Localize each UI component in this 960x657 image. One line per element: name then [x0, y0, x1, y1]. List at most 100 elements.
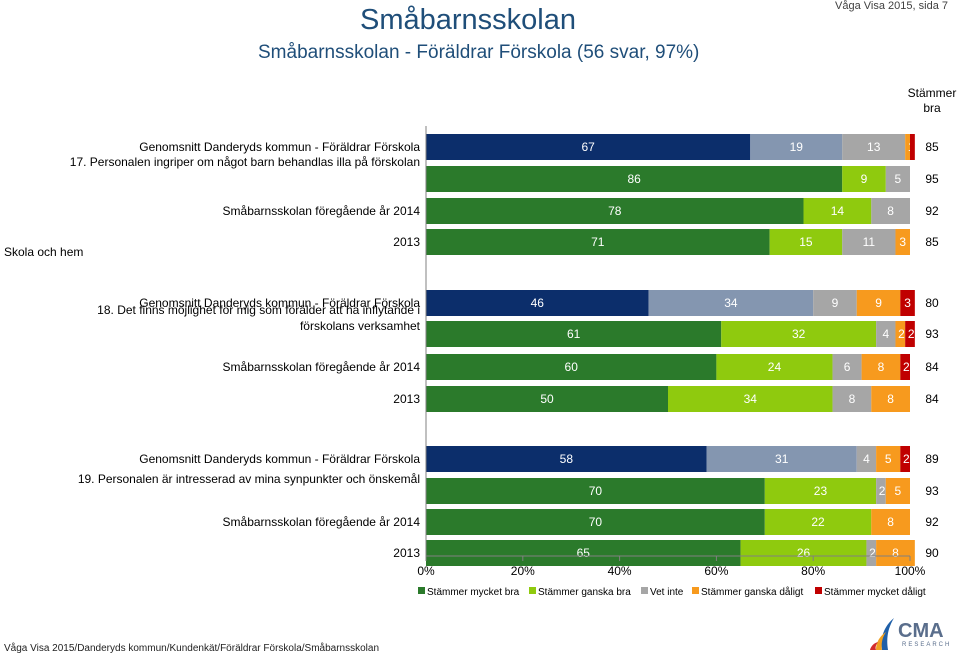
logo-name: CMA — [898, 620, 944, 642]
legend-label: Stämmer ganska dåligt — [701, 586, 803, 598]
cma-logo: CMA RESEARCH — [866, 614, 956, 654]
bar-segment-label: 8 — [892, 546, 899, 560]
bar-segment-mycket-daligt — [900, 290, 915, 316]
page-title: Småbarnsskolan — [360, 4, 576, 36]
bar-segment-label: 9 — [832, 296, 839, 310]
bar-segment-label: 34 — [724, 296, 738, 310]
bar-segment-label: 8 — [887, 392, 894, 406]
summary-value: 92 — [925, 515, 939, 529]
bar-segment-vet-inte — [871, 198, 910, 224]
legend-swatch — [529, 587, 536, 594]
question-title: 18. Det finns möjlighet för mig som förä… — [97, 303, 420, 317]
bar-segment-label: 2 — [908, 327, 915, 341]
bar-segment-label: 5 — [895, 172, 902, 186]
bar-segment-vet-inte — [842, 134, 906, 160]
bar-segment-label: 61 — [567, 327, 581, 341]
logo-icon — [870, 618, 894, 650]
bar-segment-label: 0 — [913, 515, 920, 529]
summary-value: 93 — [925, 327, 939, 341]
row-label: 2013 — [393, 392, 420, 406]
bar-segment-mycket-bra — [426, 134, 751, 160]
bar-segment-vet-inte — [832, 354, 862, 380]
bar-segment-label: 60 — [565, 360, 579, 374]
bar-segment-label: 8 — [887, 515, 894, 529]
page-reference: Våga Visa 2015, sida 7 — [835, 0, 948, 12]
bar-segment-label: 70 — [589, 484, 603, 498]
bar-segment-ganska-daligt — [895, 229, 910, 255]
summary-value: 85 — [925, 235, 939, 249]
bar-segment-mycket-bra — [426, 166, 843, 192]
x-tick-label: 100% — [895, 564, 926, 578]
bar-segment-label: 78 — [608, 204, 622, 218]
question-title: 19. Personalen är intresserad av mina sy… — [78, 472, 420, 486]
x-tick-label: 0% — [417, 564, 435, 578]
bar-segment-label: 24 — [768, 360, 782, 374]
bar-segment-label: 11 — [863, 235, 876, 249]
row-label: Småbarnsskolan föregående år 2014 — [223, 204, 421, 218]
bar-segment-label: 8 — [878, 360, 885, 374]
bar-segment-label: 4 — [882, 327, 889, 341]
bar-segment-ganska-daligt — [871, 509, 910, 535]
bar-segment-label: 86 — [627, 172, 641, 186]
bar-segment-label: 65 — [577, 546, 591, 560]
bar-segment-label: 0 — [913, 235, 920, 249]
bar-segment-label: 8 — [849, 392, 856, 406]
bar-segment-ganska-daligt — [905, 134, 910, 160]
bar-segment-label: 50 — [540, 392, 554, 406]
bar-segment-mycket-bra — [426, 509, 765, 535]
bar-segment-label: 31 — [775, 452, 789, 466]
bar-segment-mycket-bra — [426, 386, 668, 412]
row-label: Genomsnitt Danderyds kommun - Föräldrar … — [139, 296, 420, 310]
legend-label: Stämmer mycket bra — [427, 587, 520, 598]
row-label: 2013 — [393, 546, 420, 560]
question-title: 17. Personalen ingriper om något barn be… — [70, 155, 420, 169]
row-label: Genomsnitt Danderyds kommun - Föräldrar … — [139, 140, 420, 154]
page-subtitle: Småbarnsskolan - Föräldrar Förskola (56 … — [258, 42, 700, 63]
bar-segment-label: 9 — [875, 296, 882, 310]
bar-segment-label: 32 — [792, 327, 806, 341]
summary-value: 84 — [925, 360, 939, 374]
bar-segment-label: 34 — [744, 392, 758, 406]
bar-segment-label: 5 — [885, 452, 892, 466]
bar-segment-ganska-bra — [842, 166, 886, 192]
bar-segment-mycket-daligt — [900, 354, 910, 380]
x-tick-label: 40% — [608, 564, 632, 578]
bar-segment-ganska-daligt — [861, 354, 901, 380]
bar-segment-mycket-bra — [426, 478, 765, 504]
bar-segment-ganska-daligt — [876, 446, 901, 472]
bar-segment-label: 4 — [863, 452, 870, 466]
logo-subtitle: RESEARCH — [902, 642, 952, 648]
bar-segment-mycket-bra — [426, 540, 741, 566]
bar-segment-label: 2 — [898, 327, 905, 341]
bar-segment-label: 6 — [844, 360, 851, 374]
summary-value: 92 — [925, 204, 939, 218]
bar-segment-label: 26 — [797, 546, 811, 560]
legend-swatch — [815, 587, 822, 594]
bar-segment-label: 2 — [903, 360, 910, 374]
summary-value: 95 — [925, 172, 939, 186]
bar-segment-label: 0 — [913, 172, 920, 186]
bar-segment-ganska-bra — [803, 198, 872, 224]
bar-segment-vet-inte — [885, 166, 910, 192]
bar-segment-label: 13 — [867, 140, 881, 154]
row-label: Småbarnsskolan föregående år 2014 — [223, 515, 421, 529]
x-tick-label: 20% — [511, 564, 535, 578]
bar-segment-vet-inte — [832, 386, 872, 412]
row-label: Genomsnitt Danderyds kommun - Föräldrar … — [139, 452, 420, 466]
bar-segment-ganska-bra — [750, 134, 843, 160]
bar-segment-ganska-bra — [716, 354, 833, 380]
bar-segment-mycket-bra — [426, 290, 649, 316]
bar-segment-label: 70 — [589, 515, 603, 529]
bar-segment-vet-inte — [856, 446, 877, 472]
bar-segment-mycket-daligt — [910, 134, 915, 160]
legend-swatch — [641, 587, 648, 594]
bar-segment-label: 23 — [814, 484, 828, 498]
bar-segment-ganska-daligt — [856, 290, 901, 316]
bar-segment-label: 2 — [879, 484, 886, 498]
legend-label: Stämmer mycket dåligt — [824, 586, 926, 598]
bar-segment-ganska-bra — [764, 509, 872, 535]
bar-segment-ganska-daligt — [876, 540, 915, 566]
bar-segment-label: 0 — [913, 204, 920, 218]
bar-segment-ganska-bra — [764, 478, 877, 504]
bar-segment-mycket-bra — [426, 229, 770, 255]
